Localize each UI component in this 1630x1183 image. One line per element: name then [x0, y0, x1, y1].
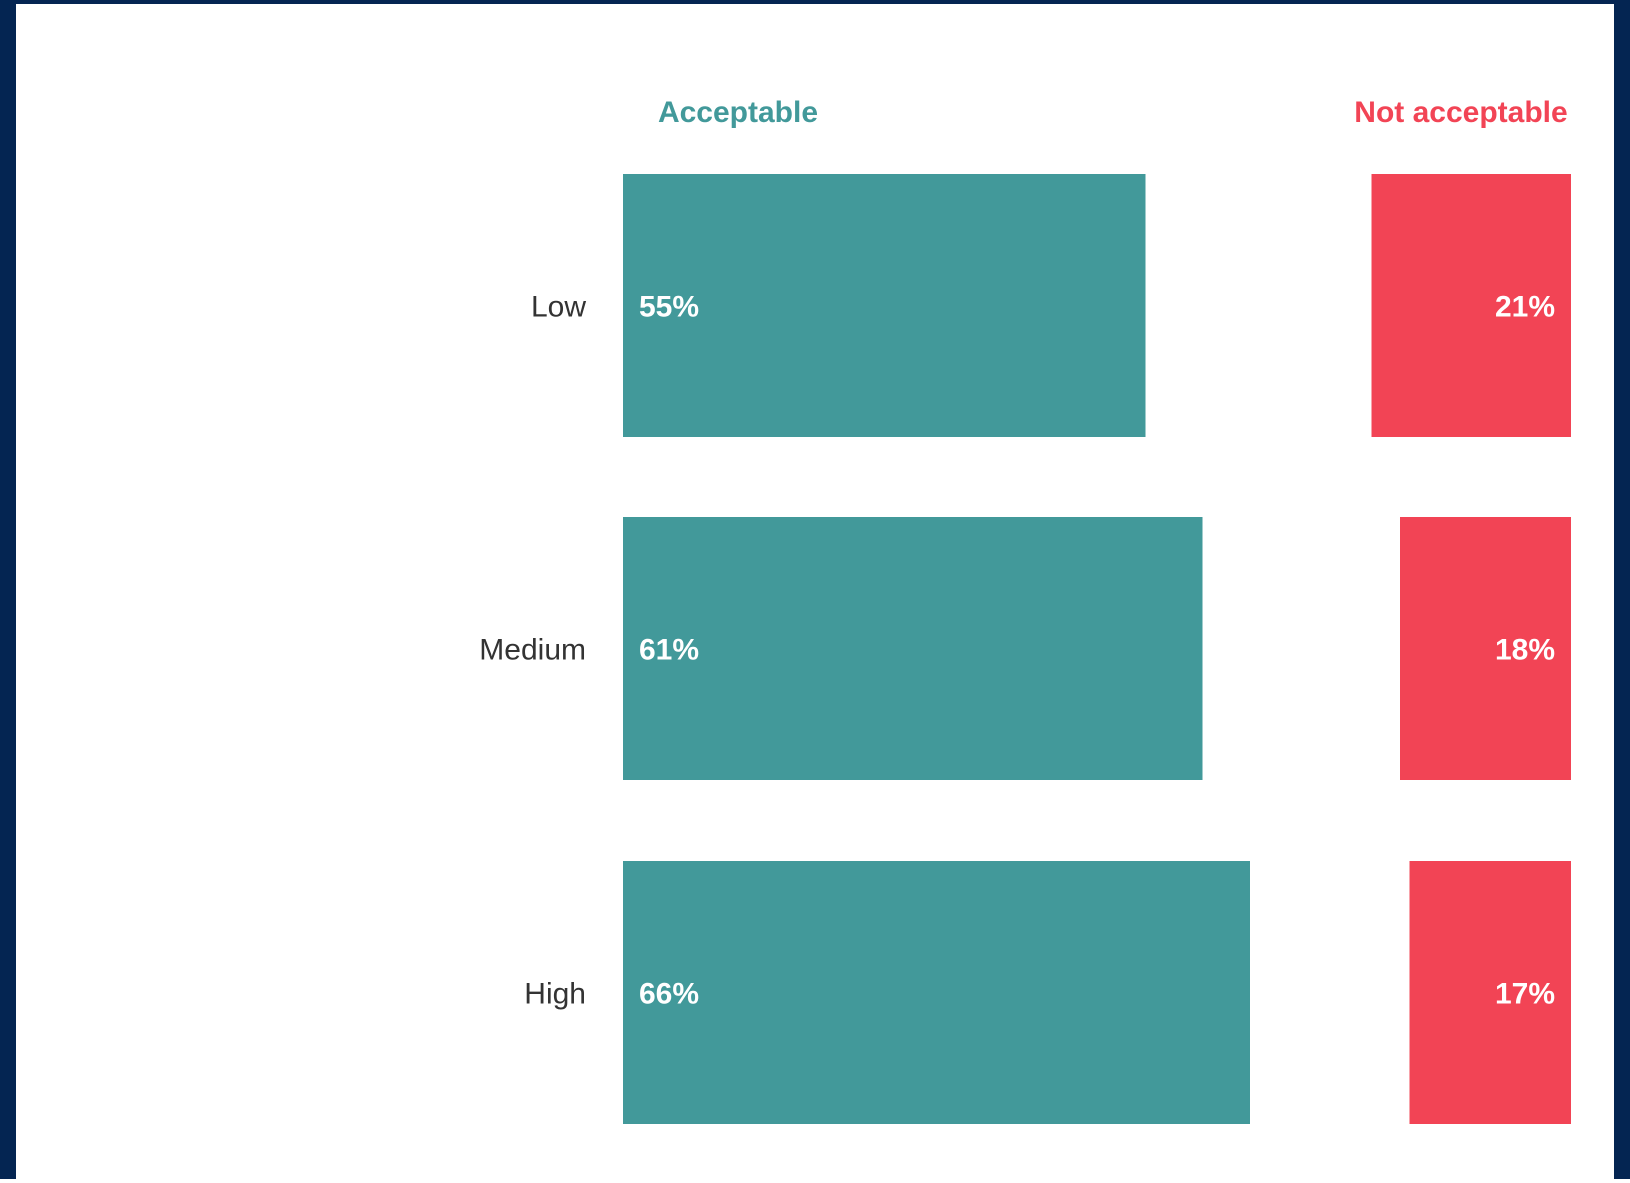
- series-header-acceptable: Acceptable: [658, 96, 818, 129]
- value-label-not-acceptable-low: 21%: [1495, 291, 1555, 324]
- value-label-not-acceptable-high: 17%: [1495, 978, 1555, 1011]
- series-header-not-acceptable: Not acceptable: [1354, 96, 1567, 129]
- category-label-high: High: [524, 978, 586, 1011]
- chart-canvas: Acceptable Not acceptable Low 55% 21% Mediu…: [479, 96, 1571, 1124]
- bar-not-acceptable-low: [1371, 174, 1571, 437]
- value-label-acceptable-low: 55%: [639, 291, 699, 324]
- bar-acceptable-low: [623, 174, 1146, 437]
- bar-not-acceptable-high: [1409, 861, 1571, 1124]
- bars-group: Low 55% 21% Medium 61% 18% High 66% 17%: [479, 174, 1571, 1124]
- category-label-low: Low: [531, 291, 586, 324]
- value-label-acceptable-medium: 61%: [639, 634, 699, 667]
- bar-not-acceptable-medium: [1400, 517, 1571, 780]
- bar-acceptable-high: [623, 861, 1250, 1124]
- value-label-not-acceptable-medium: 18%: [1495, 634, 1555, 667]
- value-label-acceptable-high: 66%: [639, 978, 699, 1011]
- category-label-medium: Medium: [479, 634, 586, 667]
- bar-acceptable-medium: [623, 517, 1203, 780]
